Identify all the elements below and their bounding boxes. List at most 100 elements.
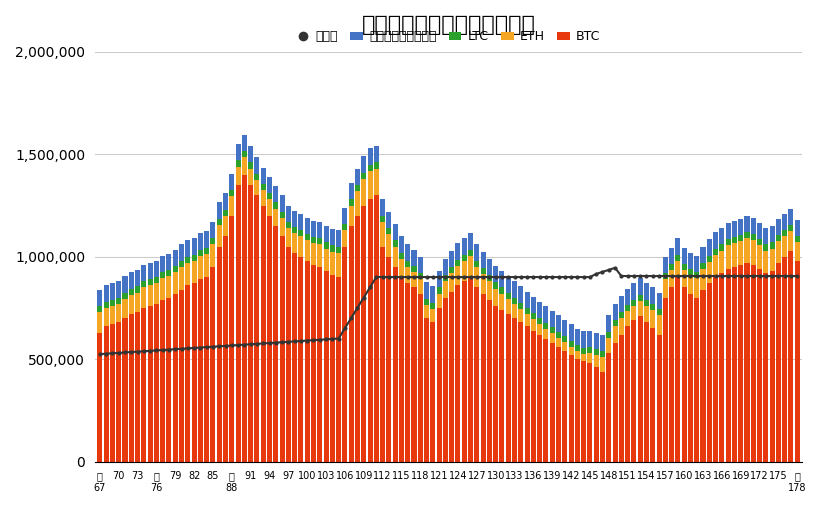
Bar (198, 256, 203, 279)
投資額 (340, 325, 350, 331)
Bar (550, 311, 555, 327)
Bar (305, 240, 310, 261)
Bar (695, 272, 700, 278)
Bar (493, 266, 498, 282)
Bar (198, 249, 203, 256)
Bar (436, 288, 441, 294)
Bar (192, 283, 196, 462)
Bar (248, 146, 253, 163)
Bar (506, 276, 510, 293)
Bar (669, 288, 674, 462)
Bar (122, 299, 127, 318)
Bar (468, 233, 473, 249)
Bar (324, 271, 329, 462)
Bar (386, 257, 391, 462)
Bar (173, 294, 178, 462)
Bar (550, 343, 555, 462)
Bar (512, 281, 517, 298)
Bar (129, 295, 134, 314)
Bar (298, 236, 303, 257)
Bar (167, 298, 172, 462)
Bar (349, 226, 353, 462)
Bar (713, 248, 718, 255)
Bar (550, 327, 555, 333)
投資額 (641, 273, 651, 279)
投資額 (566, 274, 576, 280)
Bar (431, 323, 436, 462)
Bar (600, 371, 605, 462)
Bar (255, 174, 260, 180)
Bar (537, 318, 543, 325)
Bar (700, 246, 705, 263)
Bar (764, 250, 769, 273)
Bar (783, 230, 787, 236)
Bar (97, 312, 103, 333)
Bar (644, 283, 649, 300)
Bar (424, 318, 429, 462)
Bar (148, 285, 153, 306)
Bar (719, 228, 724, 244)
Bar (336, 230, 341, 246)
Bar (638, 316, 643, 462)
Bar (386, 212, 391, 228)
Bar (355, 191, 360, 216)
Bar (506, 293, 510, 299)
Bar (607, 315, 612, 332)
Bar (795, 242, 800, 261)
Bar (361, 173, 367, 179)
Bar (198, 279, 203, 462)
Bar (122, 276, 127, 293)
Bar (160, 272, 165, 278)
Bar (104, 327, 109, 462)
Bar (506, 314, 510, 462)
Bar (393, 240, 398, 246)
Bar (154, 283, 159, 304)
Bar (167, 270, 172, 276)
Bar (726, 239, 731, 245)
Bar (236, 161, 241, 167)
Bar (700, 290, 705, 462)
Bar (97, 290, 103, 306)
Bar (110, 283, 115, 300)
Bar (292, 233, 297, 252)
Bar (676, 277, 681, 462)
Bar (556, 332, 561, 338)
Bar (783, 236, 787, 257)
Bar (449, 267, 455, 273)
Bar (524, 327, 529, 462)
Bar (562, 336, 567, 342)
Bar (625, 305, 630, 311)
Bar (405, 283, 410, 462)
Bar (625, 311, 630, 327)
Bar (757, 223, 762, 239)
Bar (443, 298, 448, 462)
Bar (512, 318, 517, 462)
Bar (279, 212, 284, 218)
Bar (524, 292, 529, 308)
Bar (638, 295, 643, 301)
Bar (317, 244, 322, 267)
Bar (581, 361, 586, 462)
Bar (519, 287, 524, 303)
Bar (267, 193, 272, 199)
Bar (374, 169, 379, 195)
Bar (638, 301, 643, 316)
Bar (167, 253, 172, 270)
Bar (575, 359, 580, 462)
Bar (116, 304, 121, 323)
Bar (336, 277, 341, 462)
Bar (148, 306, 153, 462)
Bar (229, 216, 234, 462)
Bar (418, 279, 423, 294)
Bar (160, 256, 165, 272)
Bar (412, 266, 417, 272)
Bar (769, 248, 774, 271)
Bar (650, 304, 655, 310)
Bar (493, 289, 498, 306)
Bar (330, 245, 335, 251)
Bar (185, 257, 191, 263)
Bar (436, 271, 441, 288)
Bar (462, 281, 467, 462)
Bar (531, 313, 536, 319)
Bar (179, 244, 184, 261)
